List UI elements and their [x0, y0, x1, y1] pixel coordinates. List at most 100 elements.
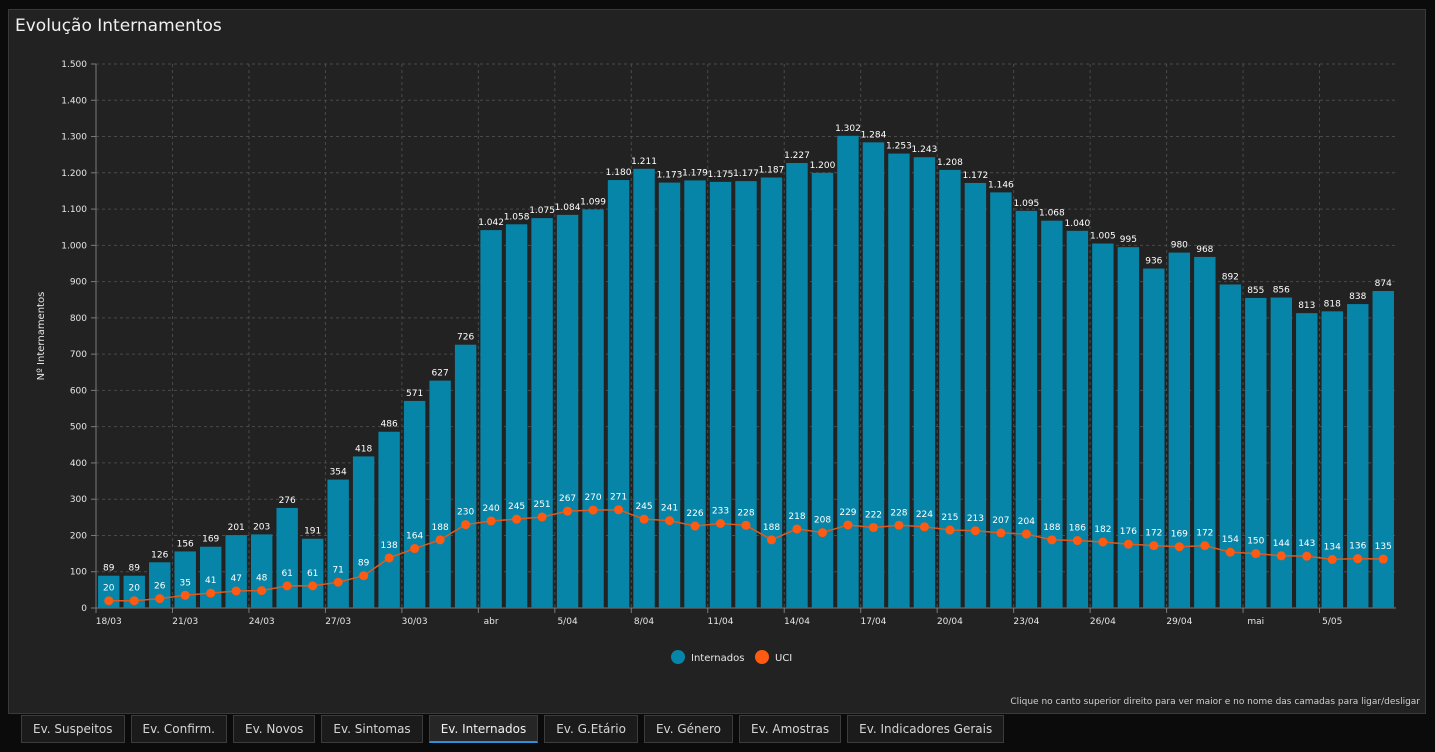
- point-uci[interactable]: [945, 525, 955, 535]
- bar-internados[interactable]: [98, 575, 120, 608]
- legend-uci-marker[interactable]: [755, 650, 769, 664]
- point-uci[interactable]: [919, 522, 929, 532]
- bar-internados[interactable]: [760, 177, 783, 609]
- bar-internados[interactable]: [1143, 268, 1165, 608]
- point-uci[interactable]: [843, 520, 853, 530]
- point-uci[interactable]: [282, 581, 292, 591]
- point-uci[interactable]: [1021, 529, 1031, 539]
- bar-internados[interactable]: [429, 380, 451, 608]
- bar-internados[interactable]: [811, 172, 834, 609]
- bar-internados[interactable]: [913, 157, 936, 609]
- point-uci[interactable]: [1047, 535, 1057, 545]
- point-uci[interactable]: [512, 514, 522, 524]
- point-uci[interactable]: [665, 516, 675, 526]
- bar-internados[interactable]: [684, 180, 706, 608]
- point-uci[interactable]: [1378, 554, 1388, 564]
- tab-ev-indicadores-gerais[interactable]: Ev. Indicadores Gerais: [847, 715, 1005, 743]
- point-uci[interactable]: [155, 594, 165, 604]
- bar-internados[interactable]: [658, 182, 681, 609]
- point-uci[interactable]: [1200, 541, 1210, 551]
- point-uci[interactable]: [206, 588, 216, 598]
- point-uci[interactable]: [1098, 537, 1108, 547]
- point-uci[interactable]: [180, 590, 190, 600]
- point-uci[interactable]: [537, 512, 547, 522]
- bar-internados[interactable]: [582, 209, 604, 609]
- bar-internados[interactable]: [1372, 291, 1394, 608]
- bar-internados[interactable]: [735, 181, 757, 608]
- tab-ev-confirm[interactable]: Ev. Confirm.: [130, 715, 227, 743]
- point-uci[interactable]: [257, 586, 267, 596]
- point-uci[interactable]: [1327, 554, 1337, 564]
- point-uci[interactable]: [766, 535, 776, 545]
- point-uci[interactable]: [1302, 551, 1312, 561]
- point-uci[interactable]: [1149, 541, 1159, 551]
- point-uci[interactable]: [308, 581, 318, 591]
- bar-internados[interactable]: [633, 168, 655, 608]
- point-uci[interactable]: [716, 518, 726, 528]
- tab-ev-internados[interactable]: Ev. Internados: [428, 715, 539, 743]
- tab-ev-g-nero[interactable]: Ev. Género: [643, 715, 734, 743]
- point-uci[interactable]: [1276, 551, 1286, 561]
- point-uci[interactable]: [104, 596, 114, 606]
- bar-internados[interactable]: [709, 181, 732, 608]
- bar-internados[interactable]: [454, 344, 477, 608]
- bar-internados[interactable]: [1168, 252, 1191, 608]
- bar-internados[interactable]: [531, 218, 553, 608]
- point-uci[interactable]: [435, 535, 445, 545]
- bar-internados[interactable]: [403, 400, 426, 608]
- bar-internados[interactable]: [174, 551, 196, 608]
- point-uci[interactable]: [384, 553, 394, 563]
- bar-internados[interactable]: [1092, 243, 1114, 608]
- bar-internados[interactable]: [250, 534, 273, 608]
- bar-internados[interactable]: [964, 182, 987, 609]
- bar-internados[interactable]: [862, 142, 885, 608]
- bar-internados[interactable]: [1296, 313, 1318, 608]
- point-uci[interactable]: [1072, 536, 1082, 546]
- point-uci[interactable]: [639, 514, 649, 524]
- bar-internados[interactable]: [607, 180, 630, 608]
- bar-internados[interactable]: [556, 214, 579, 609]
- bar-internados[interactable]: [1015, 210, 1038, 608]
- bar-internados[interactable]: [301, 538, 324, 608]
- point-uci[interactable]: [410, 544, 420, 554]
- bar-internados[interactable]: [505, 224, 528, 609]
- point-uci[interactable]: [359, 571, 369, 581]
- point-uci[interactable]: [1353, 554, 1363, 564]
- bar-internados[interactable]: [327, 479, 349, 608]
- bar-internados[interactable]: [1117, 247, 1140, 608]
- tab-ev-sintomas[interactable]: Ev. Sintomas: [321, 715, 423, 743]
- point-uci[interactable]: [333, 577, 343, 587]
- tab-ev-suspeitos[interactable]: Ev. Suspeitos: [21, 715, 125, 743]
- bar-internados[interactable]: [1245, 297, 1267, 608]
- point-uci[interactable]: [741, 520, 751, 530]
- bar-internados[interactable]: [378, 431, 400, 608]
- bar-internados[interactable]: [1270, 297, 1292, 608]
- point-uci[interactable]: [1225, 547, 1235, 557]
- point-uci[interactable]: [817, 528, 827, 538]
- point-uci[interactable]: [996, 528, 1006, 538]
- bar-internados[interactable]: [837, 135, 859, 609]
- bar-internados[interactable]: [480, 230, 502, 609]
- bar-internados[interactable]: [352, 456, 375, 608]
- bar-internados[interactable]: [939, 169, 961, 608]
- point-uci[interactable]: [1251, 549, 1261, 559]
- point-uci[interactable]: [894, 520, 904, 530]
- point-uci[interactable]: [1174, 542, 1184, 552]
- bar-internados[interactable]: [149, 562, 171, 608]
- bar-internados[interactable]: [888, 153, 910, 608]
- point-uci[interactable]: [792, 524, 802, 534]
- bar-internados[interactable]: [1321, 311, 1343, 608]
- tab-ev-novos[interactable]: Ev. Novos: [233, 715, 316, 743]
- bar-internados[interactable]: [225, 535, 247, 608]
- tab-ev-amostras[interactable]: Ev. Amostras: [739, 715, 842, 743]
- point-uci[interactable]: [1123, 539, 1133, 549]
- bar-internados[interactable]: [1219, 284, 1242, 608]
- point-uci[interactable]: [486, 516, 496, 526]
- legend-internados-marker[interactable]: [671, 650, 685, 664]
- point-uci[interactable]: [588, 505, 598, 515]
- point-uci[interactable]: [231, 586, 241, 596]
- point-uci[interactable]: [461, 520, 471, 530]
- bar-internados[interactable]: [276, 507, 298, 608]
- bar-internados[interactable]: [1041, 220, 1063, 608]
- point-uci[interactable]: [970, 526, 980, 536]
